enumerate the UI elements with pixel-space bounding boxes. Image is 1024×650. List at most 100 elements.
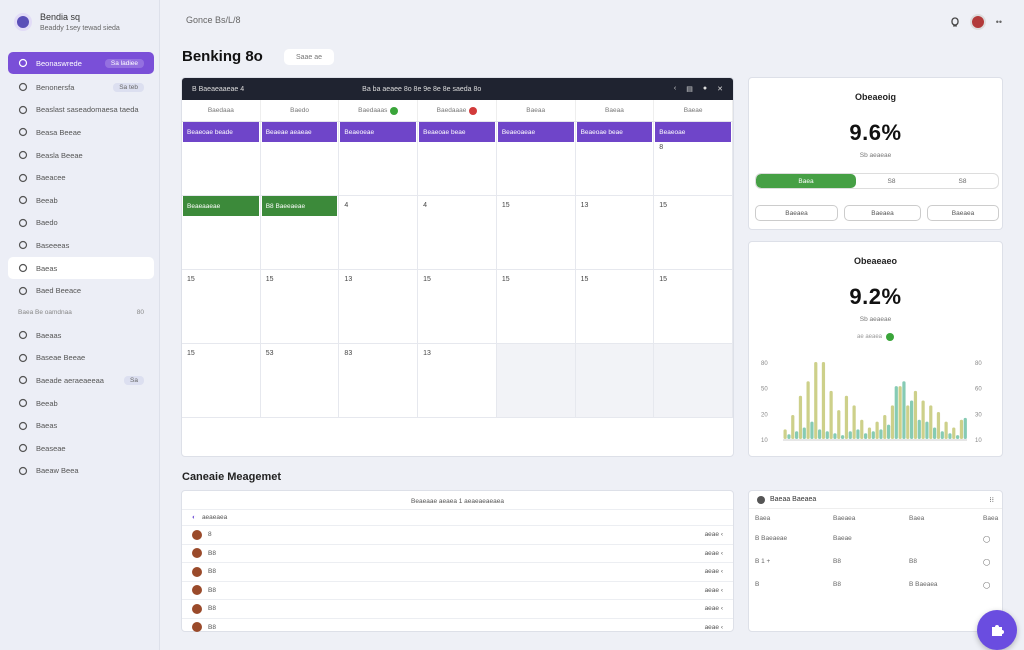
calendar-event[interactable]: Beaeoae beae [419, 122, 495, 142]
sidebar-item-items7[interactable]: Baedo [8, 212, 154, 235]
sidebar-item-items23[interactable]: Beeab [8, 392, 154, 415]
table-row[interactable]: B8 aeae ‹ [182, 543, 733, 563]
calendar-cell[interactable]: 53 [260, 344, 340, 418]
calendar-event[interactable]: Beaeoae beade [183, 122, 259, 142]
stat-1-button-b[interactable]: Baeaea [844, 205, 921, 221]
sidebar-item-items2[interactable]: Beaslast saseadomaesa taeda [8, 99, 154, 122]
calendar-event[interactable]: Beaeoae [655, 122, 731, 142]
chart-bar [810, 421, 814, 439]
calendar-cell[interactable]: Beaeoae 8 [654, 122, 733, 196]
calendar-event[interactable]: Beaeoae beae [576, 122, 653, 142]
table-row[interactable]: B8 aeae ‹ [182, 617, 733, 637]
sidebar-item-items26[interactable]: Baeaw Beea [8, 460, 154, 483]
table-row[interactable]: B8 aeae ‹ [182, 599, 733, 618]
sidebar-item-items5[interactable]: Baeacee [8, 166, 154, 189]
sidebar-item-label: Baeacee [36, 173, 66, 183]
calendar-cell[interactable]: 15 [260, 270, 340, 344]
user-icon [18, 331, 28, 340]
table-row[interactable]: B B8 B Baeaea ◯ [749, 573, 1002, 596]
calendar-cell[interactable]: 15 [496, 270, 576, 344]
settings-icon[interactable]: ● [702, 85, 708, 92]
breadcrumb[interactable]: Gonce Bs/L/8 [186, 15, 241, 25]
brand[interactable]: Bendia sq Beaddy 1sey tewad sieda [14, 12, 120, 32]
view-pill[interactable]: Saae ae [284, 49, 334, 65]
table-row[interactable]: B8 aeae ‹ [182, 562, 733, 581]
calendar-event[interactable]: Beaeae aeaeae [261, 122, 338, 142]
more-icon[interactable]: •• [995, 17, 1002, 27]
calendar-cell[interactable]: 4 [339, 196, 419, 270]
row-action-icon[interactable]: ◯ [983, 535, 991, 543]
sidebar-item-items9[interactable]: Baeas [8, 256, 154, 280]
prev-icon[interactable]: ‹ [673, 85, 677, 92]
calendar-event[interactable]: Beaeoaeae [497, 122, 574, 142]
calendar-cell[interactable]: 15 [182, 344, 261, 418]
sidebar-section-label: Baea Be oamdnaa [18, 309, 72, 317]
calendar-cell[interactable]: Beaeoeae [339, 122, 419, 196]
calendar-cell[interactable]: 15 [575, 270, 655, 344]
calendar-event[interactable]: B8 Baeeaeae [261, 196, 338, 216]
bell-icon[interactable] [950, 17, 960, 27]
sidebar-item-items4[interactable]: Beasla Beeae [8, 144, 154, 167]
list-first-row[interactable]: ◐ aeaeaea [182, 509, 733, 525]
calendar-cell[interactable]: Beaeaaeae [182, 196, 261, 270]
calendar-cell[interactable]: 15 [654, 196, 733, 270]
close-icon[interactable]: ✕ [717, 86, 723, 93]
calendar-event[interactable]: Beaeaaeae [183, 196, 259, 216]
calendar-cell[interactable]: Beaeae aeaeae [260, 122, 340, 196]
sidebar-item-items6[interactable]: Beeab [8, 189, 154, 212]
fab-button[interactable] [977, 610, 1017, 650]
segment-3[interactable]: S8 [958, 177, 967, 185]
table-menu-icon[interactable]: ⁝⁝ [989, 496, 994, 504]
calendar-cell[interactable]: Beaeoaeae [496, 122, 576, 196]
table-row[interactable]: B8 aeae ‹ [182, 580, 733, 600]
calendar-cell[interactable]: 13 [575, 196, 655, 270]
row-action-icon[interactable]: ◯ [983, 558, 991, 566]
stat-1-button-a[interactable]: Baeaea [755, 205, 838, 221]
calendar-cell[interactable]: 15 [182, 270, 261, 344]
chart-bar [848, 431, 852, 439]
puzzle-icon [992, 625, 1004, 636]
sidebar-item-items8[interactable]: Baseeeas [8, 234, 154, 257]
calendar-cell[interactable]: 15 [496, 196, 576, 270]
avatar[interactable] [969, 14, 986, 30]
calendar-event[interactable]: Beaeoeae [340, 122, 417, 142]
table-rows: B Baeaeae Baeae ◯ B 1 + B8 B8 ◯ B B8 B Baeaea ◯ [749, 527, 1002, 596]
calendar-cell[interactable]: 83 [339, 344, 419, 418]
sidebar-item-items1[interactable]: Benonersfa Sa teb [8, 76, 154, 99]
calendar-cell[interactable]: 15 [418, 270, 497, 344]
table-row[interactable]: B 1 + B8 B8 ◯ [749, 550, 1002, 573]
calendar-cell[interactable]: Beaeoae beae [418, 122, 497, 196]
sidebar-item-items10[interactable]: Baed Beeace [8, 279, 154, 302]
sidebar-item-items0[interactable]: Beonaswrede Sa ladiee [8, 52, 154, 74]
sidebar-item-items3[interactable]: Beasa Beeae [8, 121, 154, 144]
segment-1[interactable]: Baea [756, 174, 856, 188]
users-icon [18, 466, 28, 475]
chart-bar [875, 421, 879, 439]
filter-icon[interactable]: ▤ [686, 86, 693, 93]
sidebar-item-items22[interactable]: Baeade aeraeaeeaa Sa [8, 369, 154, 392]
chart-bar [829, 390, 833, 439]
table-row[interactable]: 8 aeae ‹ [182, 525, 733, 544]
calendar-cell[interactable]: Beaeoae beade [182, 122, 261, 196]
calendar-cell[interactable]: 13 [418, 344, 497, 418]
calendar-cell[interactable]: 15 [654, 270, 733, 344]
sidebar-item-items25[interactable]: Beaseae [8, 437, 154, 460]
calendar-cell[interactable]: 13 [339, 270, 419, 344]
calendar-cell[interactable]: 4 [418, 196, 497, 270]
sidebar-item-items24[interactable]: Baeas [8, 414, 154, 437]
calendar-range[interactable]: B Baeaeaaeae 4 [192, 85, 245, 93]
calendar-cell[interactable] [654, 344, 733, 418]
sidebar-item-items21[interactable]: Baseae Beeae [8, 347, 154, 370]
segment-2[interactable]: S8 [887, 177, 896, 185]
table-row[interactable]: B Baeaeae Baeae ◯ [749, 527, 1002, 550]
calendar-cell[interactable]: B8 Baeeaeae [260, 196, 340, 270]
calendar-cell[interactable] [496, 344, 576, 418]
calendar-cell[interactable] [575, 344, 655, 418]
calendar-cell[interactable]: Beaeoae beae [575, 122, 655, 196]
sidebar-item-items20[interactable]: Baeaas [8, 324, 154, 347]
stat-1-button-c[interactable]: Baeaea [927, 205, 999, 221]
sidebar-item-label: Baseae Beeae [36, 353, 86, 363]
row-action-icon[interactable]: ◯ [983, 581, 991, 589]
legend-dot [886, 333, 895, 341]
table-col-header: Baeaea [833, 514, 856, 522]
